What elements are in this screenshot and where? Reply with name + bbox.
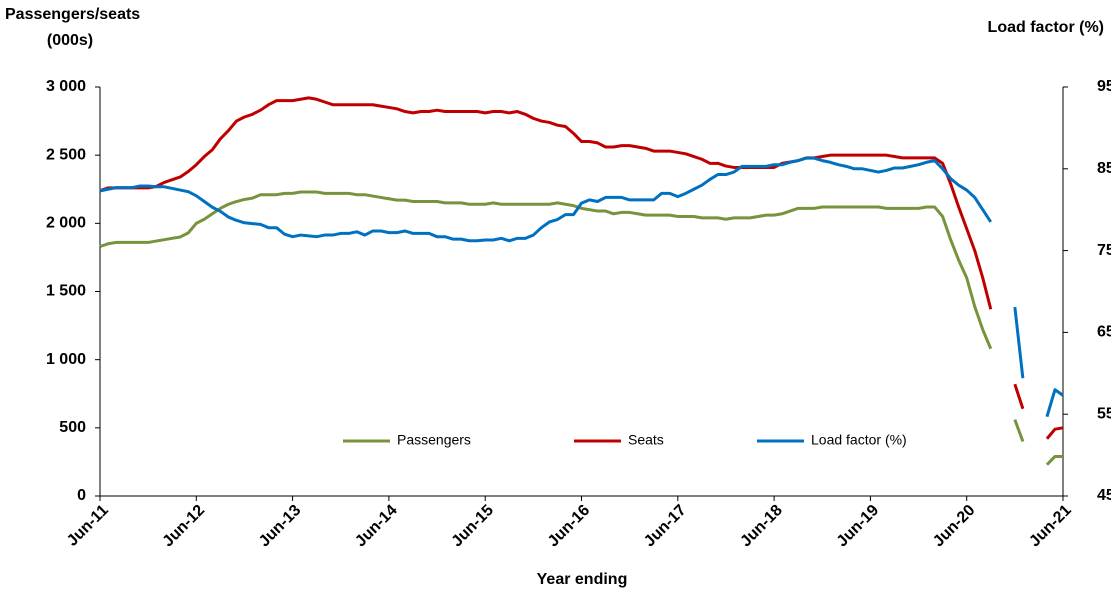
x-tick-label: Jun-16 [545,502,594,551]
y-tick-label: 500 [59,419,86,436]
y2-tick-label: 75 [1097,242,1111,259]
y2-tick-label: 85 [1097,160,1111,177]
y-tick-label: 1 000 [46,351,86,368]
y2-tick-label: 65 [1097,324,1111,341]
legend-label: Passengers [397,432,471,448]
y2-axis-title: Load factor (%) [988,19,1104,36]
y-axis-title: (000s) [47,32,93,49]
legend-label: Seats [628,432,664,448]
y2-tick-label: 95 [1097,78,1111,95]
series-line [99,156,1064,418]
y-tick-label: 0 [77,487,86,504]
series-line [99,190,1063,466]
x-tick-label: Jun-18 [737,502,786,551]
x-tick-label: Jun-13 [256,502,305,551]
y-tick-label: 2 500 [46,146,86,163]
x-tick-label: Jun-15 [449,502,498,551]
legend-label: Load factor (%) [811,432,907,448]
y2-tick-label: 55 [1097,405,1111,422]
x-axis-title: Year ending [537,571,628,588]
y-axis-title: Passengers/seats [5,6,140,23]
x-tick-label: Jun-19 [834,502,883,551]
series-line [99,96,1064,440]
x-tick-label: Jun-21 [1026,502,1075,551]
x-tick-label: Jun-11 [64,502,112,550]
y-tick-label: 1 500 [46,283,86,300]
x-tick-label: Jun-14 [352,502,401,551]
y-tick-label: 2 000 [46,215,86,232]
y2-tick-label: 45 [1097,487,1111,504]
x-tick-label: Jun-20 [930,502,979,551]
x-tick-label: Jun-12 [160,502,209,551]
x-tick-label: Jun-17 [641,502,690,551]
y-tick-label: 3 000 [46,78,86,95]
